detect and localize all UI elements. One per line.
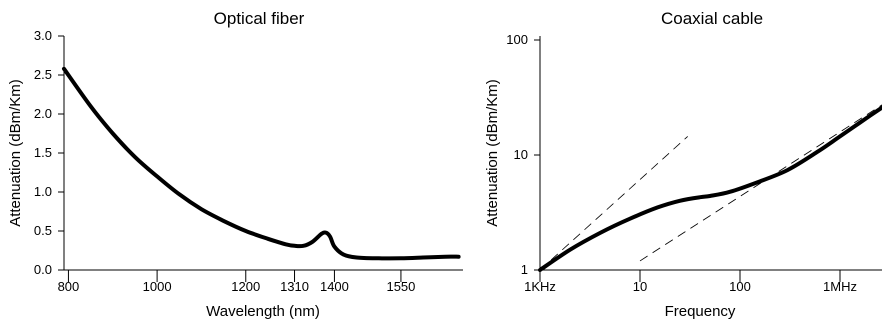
x-tick-label: 1550	[386, 279, 415, 294]
x-tick-label: 10	[633, 279, 647, 294]
chart-title: Optical fiber	[214, 9, 305, 28]
x-axis-label: Wavelength (nm)	[206, 303, 320, 320]
y-ticks: 1 10 100	[506, 32, 540, 277]
x-tick-label: 1000	[143, 279, 172, 294]
y-tick-label: 1	[521, 262, 528, 277]
y-tick-label: 100	[506, 32, 528, 47]
attenuation-curve	[62, 66, 461, 261]
x-tick-label: 1MHz	[823, 279, 857, 294]
chart-coaxial-cable: Coaxial cable 1 10 100 1KHz 10 100 1MHz 10 Fre…	[484, 9, 882, 320]
x-tick-label: 1KHz	[524, 279, 556, 294]
reference-line-2	[639, 104, 882, 262]
x-ticks: 1KHz101001MHz10	[524, 270, 857, 294]
y-tick-label: 0.0	[34, 262, 52, 277]
y-axis-label: Attenuation (dBm/Km)	[484, 79, 501, 227]
y-tick-label: 0.5	[34, 223, 52, 238]
attenuation-curve	[538, 105, 882, 272]
y-axis-label: Attenuation (dBm/Km)	[7, 79, 24, 227]
x-tick-label: 1200	[231, 279, 260, 294]
x-tick-label: 100	[729, 279, 751, 294]
y-tick-label: 2.5	[34, 67, 52, 82]
series-layer	[62, 66, 461, 261]
x-tick-label: 1400	[320, 279, 349, 294]
series-layer	[538, 104, 882, 272]
y-tick-label: 1.5	[34, 145, 52, 160]
y-tick-label: 3.0	[34, 28, 52, 43]
y-ticks: 0.0 0.5 1.0 1.5 2.0 2.5 3.0	[34, 28, 64, 277]
y-tick-label: 1.0	[34, 184, 52, 199]
x-tick-label: 1310	[280, 279, 309, 294]
y-tick-label: 2.0	[34, 106, 52, 121]
y-tick-label: 10	[514, 147, 528, 162]
x-axis-label: Frequency	[665, 303, 736, 320]
x-tick-label: 800	[58, 279, 80, 294]
chart-title: Coaxial cable	[661, 9, 763, 28]
x-ticks: 800 1000 1200 1310 1400 1550	[58, 270, 415, 294]
reference-line-1	[539, 136, 688, 271]
chart-optical-fiber: Optical fiber 0.0 0.5 1.0 1.5 2.0 2.5 3.0 800 1…	[7, 9, 463, 320]
